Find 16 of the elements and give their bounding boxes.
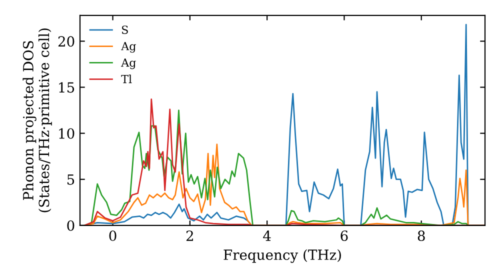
legend-label: S [122,26,128,34]
x-tick-label: 2 [186,230,193,241]
x-axis-title: Frequency (THz) [224,249,341,263]
x-tick-label: 6 [340,230,348,242]
legend-label: Tl [121,74,132,84]
y-tick-label: 10 [59,128,74,139]
y-axis-title: Phonon projected DOS (States/THz·primitive cell) [22,28,52,212]
y-tick-label: 0 [67,220,74,231]
y-tick-label: 5 [67,174,74,185]
x-tick-label: 0 [109,230,116,242]
y-tick-label: 20 [58,36,74,47]
y-tick-label: 15 [59,82,74,93]
legend-label: Ag [121,58,136,70]
x-tick-label: 4 [263,230,271,241]
x-tick-label: 8 [418,230,425,242]
legend-label: Ag [121,42,136,53]
